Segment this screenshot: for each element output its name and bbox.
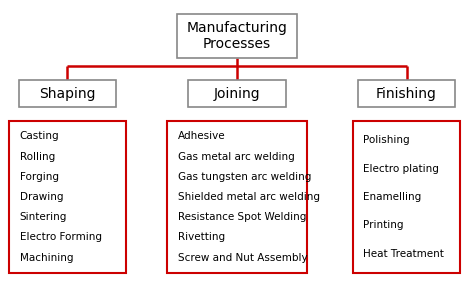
- Text: Finishing: Finishing: [376, 87, 437, 101]
- FancyBboxPatch shape: [167, 121, 307, 273]
- Text: Printing: Printing: [364, 220, 404, 230]
- FancyBboxPatch shape: [9, 121, 126, 273]
- Text: Adhesive: Adhesive: [178, 131, 225, 141]
- FancyBboxPatch shape: [18, 80, 116, 107]
- Text: Polishing: Polishing: [364, 135, 410, 145]
- Text: Heat Treatment: Heat Treatment: [364, 249, 444, 259]
- Text: Screw and Nut Assembly: Screw and Nut Assembly: [178, 253, 307, 263]
- Text: Machining: Machining: [19, 253, 73, 263]
- FancyBboxPatch shape: [353, 121, 460, 273]
- Text: Gas tungsten arc welding: Gas tungsten arc welding: [178, 172, 311, 182]
- Text: Enamelling: Enamelling: [364, 192, 421, 202]
- Text: Forging: Forging: [19, 172, 59, 182]
- Text: Gas metal arc welding: Gas metal arc welding: [178, 151, 294, 162]
- Text: Resistance Spot Welding: Resistance Spot Welding: [178, 212, 306, 222]
- Text: Electro plating: Electro plating: [364, 164, 439, 174]
- Text: Electro Forming: Electro Forming: [19, 232, 101, 243]
- Text: Casting: Casting: [19, 131, 59, 141]
- Text: Sintering: Sintering: [19, 212, 67, 222]
- Text: Shielded metal arc welding: Shielded metal arc welding: [178, 192, 319, 202]
- FancyBboxPatch shape: [177, 14, 297, 58]
- Text: Drawing: Drawing: [19, 192, 63, 202]
- Text: Manufacturing
Processes: Manufacturing Processes: [187, 21, 287, 51]
- Text: Rivetting: Rivetting: [178, 232, 225, 243]
- Text: Joining: Joining: [214, 87, 260, 101]
- FancyBboxPatch shape: [358, 80, 456, 107]
- Text: Rolling: Rolling: [19, 151, 55, 162]
- Text: Shaping: Shaping: [39, 87, 96, 101]
- FancyBboxPatch shape: [188, 80, 286, 107]
